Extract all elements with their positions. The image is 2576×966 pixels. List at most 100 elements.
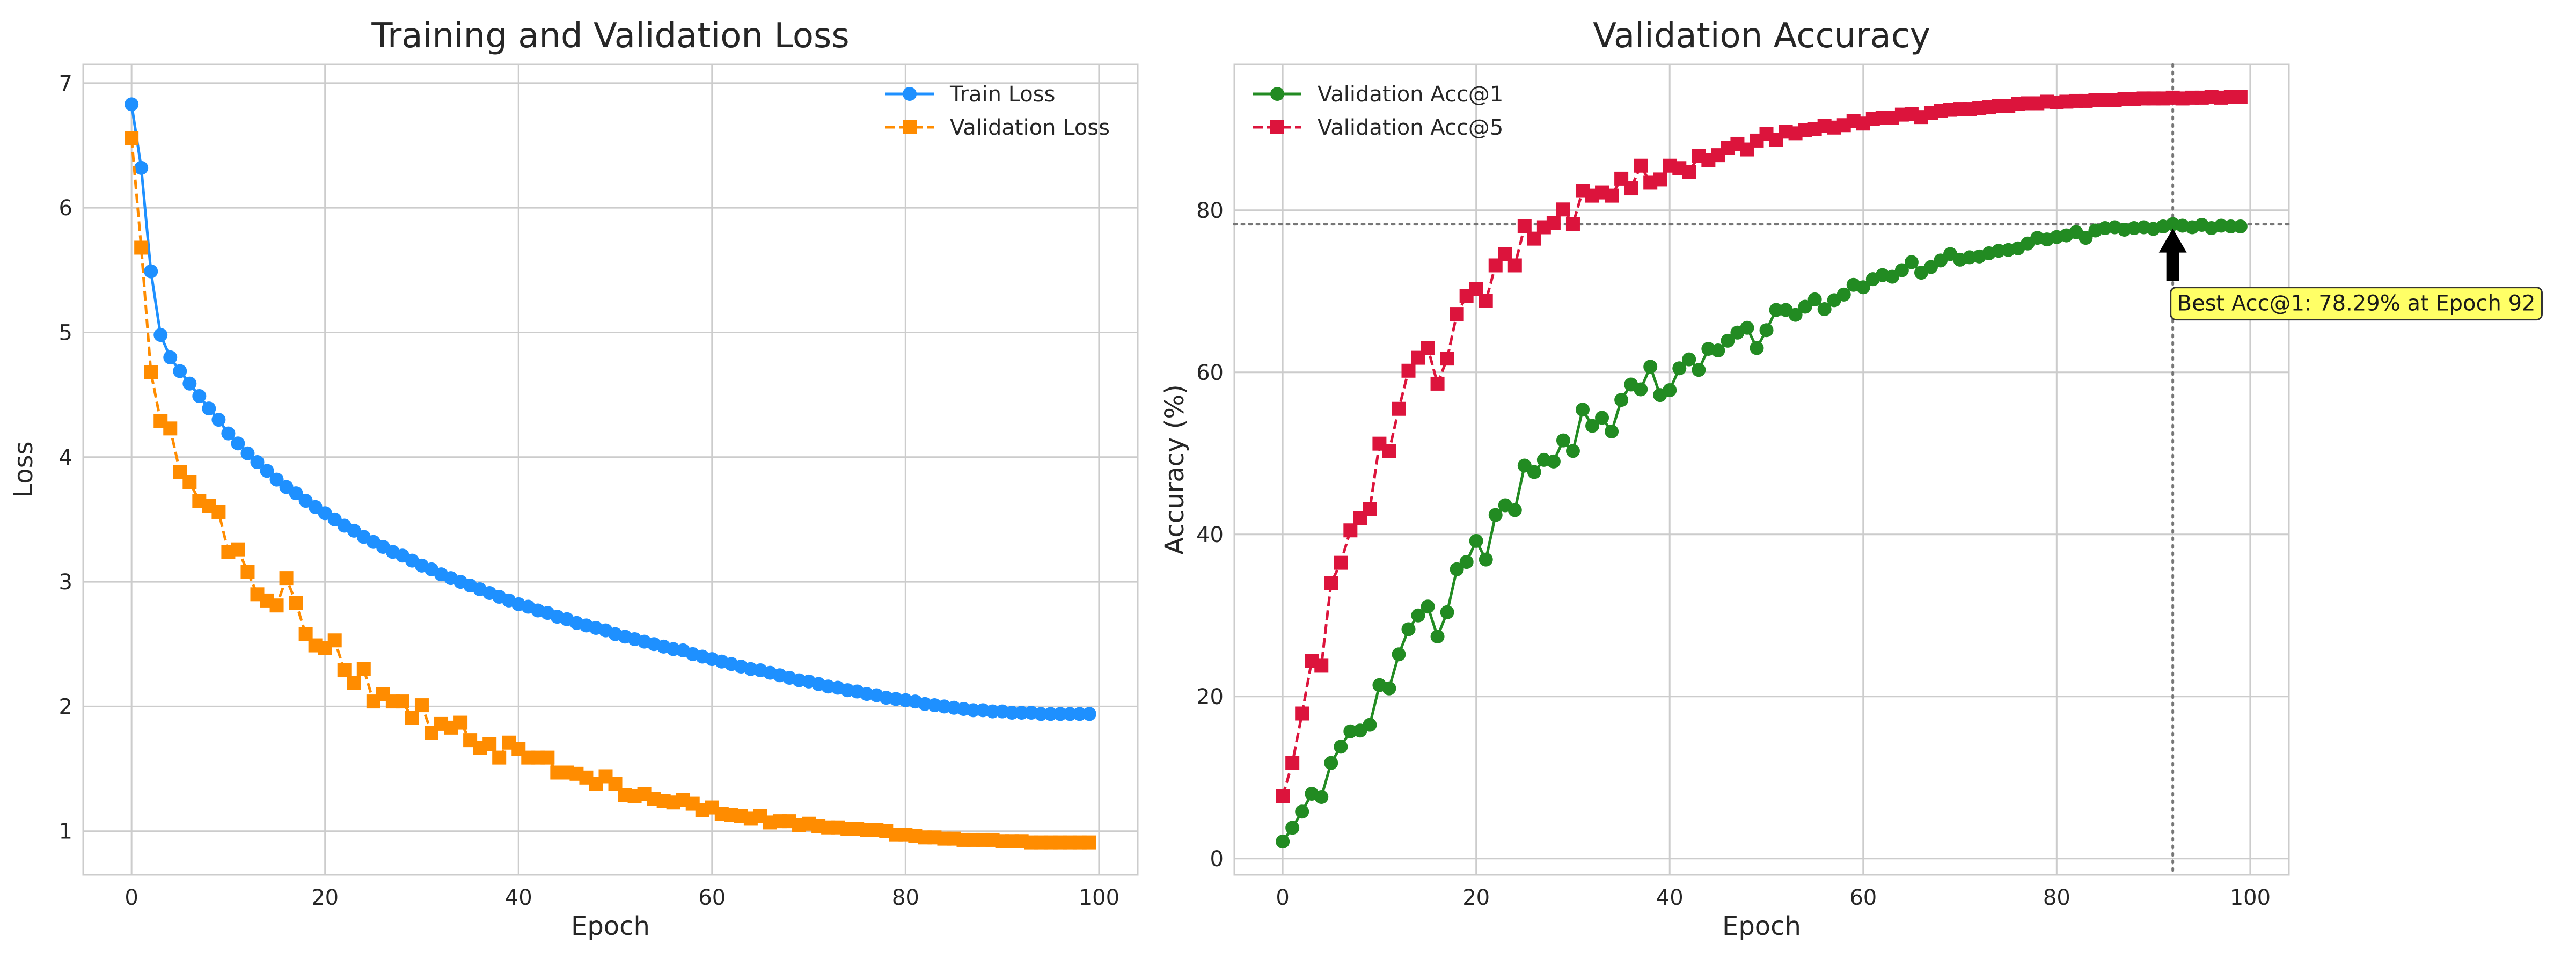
data-point-validation-acc-1 — [1711, 343, 1725, 358]
x-tick-label: 40 — [505, 885, 532, 910]
y-tick-label: 40 — [1196, 523, 1224, 547]
data-point-validation-acc-1 — [1440, 605, 1454, 619]
annotation-arrow — [2158, 228, 2187, 281]
data-point-validation-loss — [269, 598, 284, 613]
data-point-validation-acc-1 — [1382, 681, 1396, 696]
data-point-validation-loss — [240, 565, 255, 579]
data-point-train-loss — [182, 376, 197, 391]
data-point-validation-loss — [163, 421, 178, 436]
data-point-train-loss — [1063, 707, 1077, 721]
accuracy-x-axis-label: Epoch — [1722, 911, 1801, 941]
data-point-validation-acc-1 — [1546, 454, 1561, 469]
legend-marker-train-loss — [903, 87, 917, 101]
data-point-train-loss — [240, 446, 255, 460]
y-tick-label: 7 — [59, 71, 72, 96]
data-point-validation-loss — [289, 596, 303, 610]
loss-legend: Train Loss Validation Loss — [885, 82, 1110, 140]
data-point-validation-acc-1 — [2223, 219, 2238, 233]
data-point-train-loss — [134, 160, 149, 175]
data-point-validation-acc-1 — [1392, 647, 1406, 662]
accuracy-y-axis-label: Accuracy (%) — [1160, 384, 1190, 554]
loss-series — [125, 97, 1096, 850]
data-point-validation-loss — [414, 698, 429, 713]
data-point-train-loss — [250, 455, 265, 470]
legend-marker-acc1 — [1270, 87, 1284, 101]
data-point-validation-acc-1 — [1682, 352, 1696, 367]
data-point-train-loss — [202, 401, 216, 416]
y-tick-label: 60 — [1196, 361, 1224, 385]
data-point-validation-acc-1 — [1401, 622, 1416, 636]
data-point-validation-acc-1 — [1740, 320, 1754, 335]
accuracy-chart-title: Validation Accuracy — [1593, 16, 1930, 56]
data-point-validation-loss — [492, 750, 507, 765]
y-tick-label: 2 — [59, 694, 72, 719]
legend-marker-acc5 — [1270, 120, 1284, 134]
data-point-validation-acc-1 — [1634, 382, 1648, 397]
data-point-train-loss — [1034, 707, 1048, 721]
data-point-validation-acc-1 — [1836, 287, 1851, 302]
data-point-train-loss — [269, 472, 284, 487]
accuracy-series — [1276, 90, 2248, 849]
data-point-validation-acc-1 — [2079, 231, 2093, 245]
x-tick-label: 100 — [1079, 885, 1119, 910]
y-tick-label: 1 — [59, 819, 72, 844]
loss-chart: 0 20 40 60 80 100 1 2 3 4 5 6 7 Training and Validat… — [9, 16, 1139, 941]
data-point-train-loss — [221, 426, 236, 441]
data-point-validation-loss — [211, 504, 226, 519]
data-point-validation-loss — [231, 542, 245, 557]
legend-label-acc5: Validation Acc@5 — [1318, 115, 1503, 140]
data-point-train-loss — [966, 703, 980, 718]
data-point-train-loss — [144, 264, 158, 279]
data-point-validation-acc-1 — [1479, 552, 1493, 567]
best-accuracy-annotation: Best Acc@1: 78.29% at Epoch 92 — [2158, 228, 2543, 321]
data-point-validation-acc-1 — [1605, 425, 1619, 439]
data-point-validation-acc-1 — [1585, 419, 1600, 433]
data-point-train-loss — [153, 328, 168, 342]
data-point-validation-acc-5 — [1450, 307, 1464, 321]
data-point-validation-acc-1 — [1459, 555, 1474, 569]
data-point-validation-acc-1 — [1575, 402, 1590, 417]
data-point-validation-acc-5 — [1507, 258, 1522, 273]
data-point-validation-loss — [144, 365, 158, 379]
data-point-validation-acc-1 — [1411, 608, 1425, 623]
data-point-validation-acc-5 — [1401, 363, 1416, 378]
data-point-validation-acc-5 — [1624, 181, 1638, 196]
data-point-validation-acc-5 — [1421, 341, 1435, 355]
data-point-train-loss — [1053, 707, 1067, 721]
data-point-validation-acc-1 — [1692, 363, 1706, 377]
data-point-validation-acc-1 — [1904, 255, 1919, 269]
y-tick-label: 20 — [1196, 685, 1224, 709]
data-point-validation-acc-1 — [1663, 383, 1677, 398]
data-point-validation-acc-5 — [1314, 658, 1329, 673]
data-point-validation-acc-1 — [1798, 299, 1812, 314]
loss-chart-title: Training and Validation Loss — [371, 16, 849, 56]
data-point-validation-acc-1 — [1469, 533, 1483, 548]
x-tick-label: 100 — [2230, 885, 2271, 910]
data-point-validation-acc-5 — [1469, 282, 1483, 296]
data-point-validation-acc-1 — [1507, 503, 1522, 517]
data-point-validation-acc-1 — [1750, 341, 1764, 355]
data-point-validation-loss — [337, 663, 352, 678]
legend-label-train-loss: Train Loss — [949, 82, 1055, 107]
data-point-validation-acc-5 — [1276, 789, 1290, 803]
data-point-validation-loss — [182, 475, 197, 489]
legend-item-validation-loss: Validation Loss — [885, 115, 1110, 140]
legend-label-validation-loss: Validation Loss — [950, 115, 1110, 140]
data-point-validation-loss — [125, 131, 139, 145]
data-point-validation-acc-5 — [1285, 756, 1300, 770]
data-point-validation-loss — [279, 571, 294, 586]
y-tick-label: 3 — [59, 570, 72, 595]
data-point-train-loss — [1014, 706, 1029, 720]
data-point-validation-loss — [356, 662, 371, 676]
data-point-validation-loss — [453, 715, 468, 730]
data-point-train-loss — [1082, 707, 1096, 721]
data-point-train-loss — [1043, 707, 1058, 721]
data-point-validation-acc-5 — [2233, 90, 2248, 104]
data-point-validation-acc-5 — [1556, 202, 1570, 217]
data-point-validation-acc-5 — [1382, 444, 1396, 458]
data-point-validation-acc-1 — [1817, 302, 1832, 317]
data-point-validation-acc-5 — [1430, 376, 1445, 391]
data-point-validation-acc-1 — [1894, 263, 1909, 277]
loss-grid — [83, 64, 1138, 875]
